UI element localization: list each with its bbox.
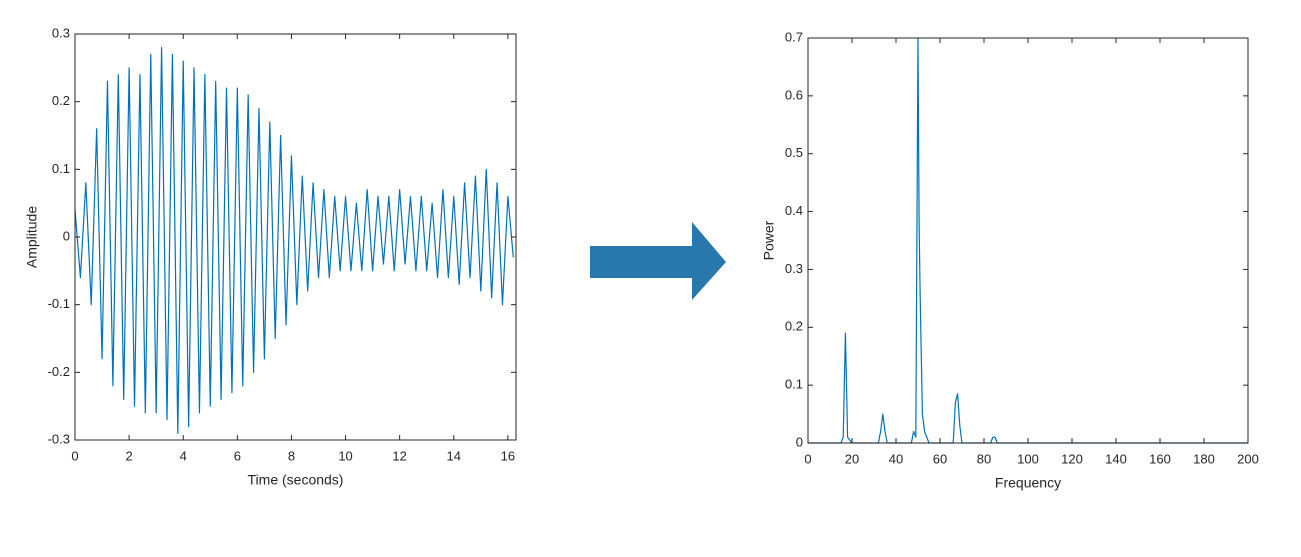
x-tick-label: 0: [804, 451, 811, 466]
signal-line: [74, 46, 514, 434]
plot-box: [74, 33, 517, 441]
x-tick-label: 14: [447, 448, 461, 463]
x-tick-label: 12: [392, 448, 406, 463]
y-tick-label: 0.2: [52, 93, 70, 108]
y-tick-label: -0.3: [48, 431, 70, 446]
y-axis-title: Power: [761, 220, 777, 260]
x-tick-label: 0: [71, 448, 78, 463]
y-tick-label: 0: [63, 228, 70, 243]
plot-box: [807, 37, 1249, 444]
y-tick-label: 0.7: [785, 29, 803, 44]
x-tick-label: 140: [1105, 451, 1127, 466]
x-tick-label: 16: [501, 448, 515, 463]
x-tick-label: 160: [1149, 451, 1171, 466]
x-tick-label: 80: [977, 451, 991, 466]
x-tick-label: 6: [234, 448, 241, 463]
x-tick-label: 10: [338, 448, 352, 463]
x-tick-label: 40: [889, 451, 903, 466]
arrow: [590, 222, 726, 300]
y-tick-label: 0: [796, 434, 803, 449]
x-tick-label: 60: [933, 451, 947, 466]
x-tick-label: 2: [125, 448, 132, 463]
y-tick-label: 0.3: [785, 261, 803, 276]
signal-line: [808, 37, 1248, 444]
y-tick-label: -0.2: [48, 364, 70, 379]
x-tick-label: 200: [1237, 451, 1259, 466]
x-tick-label: 20: [845, 451, 859, 466]
y-tick-label: 0.3: [52, 25, 70, 40]
y-axis-title: Amplitude: [24, 206, 40, 268]
x-tick-label: 120: [1061, 451, 1083, 466]
x-tick-label: 8: [288, 448, 295, 463]
y-tick-label: 0.1: [785, 377, 803, 392]
y-tick-label: 0.1: [52, 161, 70, 176]
y-tick-label: 0.5: [785, 145, 803, 160]
x-axis-title: Time (seconds): [248, 472, 344, 488]
y-tick-label: 0.2: [785, 319, 803, 334]
x-tick-label: 180: [1193, 451, 1215, 466]
x-axis-title: Frequency: [995, 475, 1061, 491]
y-tick-label: 0.4: [785, 203, 803, 218]
x-tick-label: 100: [1017, 451, 1039, 466]
y-tick-label: -0.1: [48, 296, 70, 311]
x-tick-label: 4: [180, 448, 187, 463]
y-tick-label: 0.6: [785, 87, 803, 102]
